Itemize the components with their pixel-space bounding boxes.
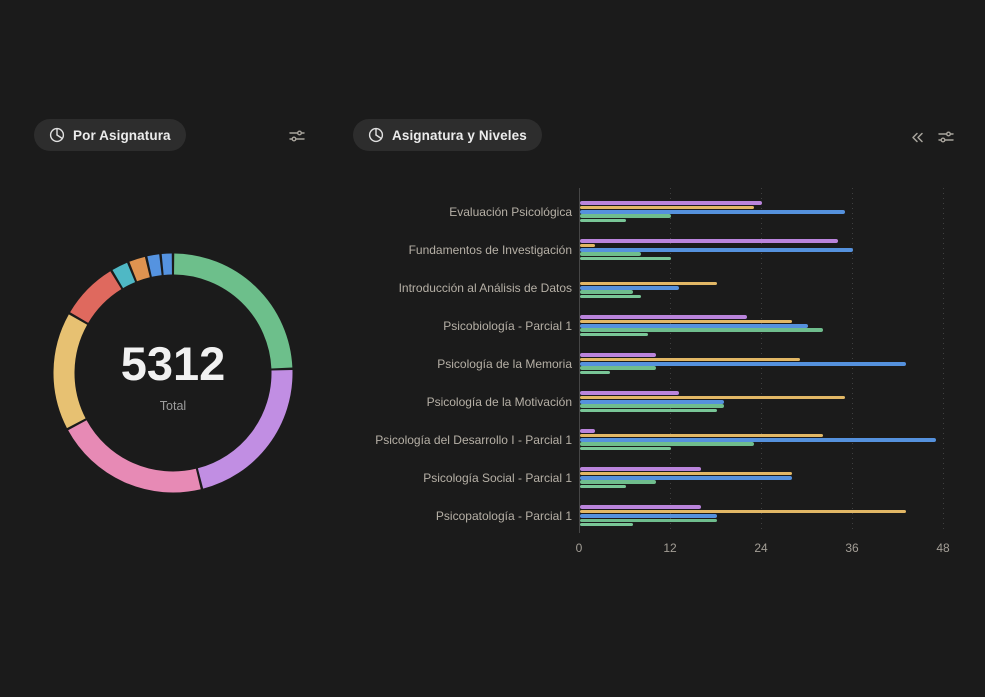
bar-series-blue[interactable] (580, 438, 937, 442)
bar-series-green[interactable] (580, 404, 725, 408)
donut-segment-pink[interactable] (68, 420, 201, 493)
bar-series-blue[interactable] (580, 286, 679, 290)
bar-series-yellow[interactable] (580, 395, 846, 400)
bar-series-blue[interactable] (580, 324, 808, 328)
donut-total-value: 5312 (120, 337, 226, 390)
category-label: Psicología de la Memoria (437, 356, 572, 371)
donut-total-label: Total (159, 399, 187, 413)
bar-series-green[interactable] (580, 252, 641, 256)
bar-series-yellow[interactable] (580, 471, 793, 476)
donut-segment-green[interactable] (173, 253, 293, 369)
category-label: Introducción al Análisis de Datos (398, 280, 572, 295)
bar-series-green-light[interactable] (580, 294, 641, 299)
bar-series-green-light[interactable] (580, 484, 626, 489)
right-chart-title: Asignatura y Niveles (392, 127, 527, 143)
bar-series-purple[interactable] (580, 505, 702, 509)
donut-segment-yellow[interactable] (53, 314, 88, 429)
bar-series-green[interactable] (580, 214, 671, 218)
bar-series-yellow[interactable] (580, 357, 800, 362)
category-label: Psicología Social - Parcial 1 (423, 470, 572, 485)
bar-series-blue[interactable] (580, 514, 717, 518)
bar-series-purple[interactable] (580, 467, 702, 471)
x-tick-label: 0 (575, 541, 583, 555)
right-sliders-icon[interactable] (937, 128, 955, 146)
bar-series-purple[interactable] (580, 429, 596, 433)
category-label: Fundamentos de Investigación (408, 242, 572, 257)
bar-series-purple[interactable] (580, 353, 656, 357)
gridline (852, 188, 853, 533)
right-chart-title-button[interactable]: Asignatura y Niveles (353, 119, 542, 151)
pie-chart-icon (49, 127, 65, 143)
bar-series-green[interactable] (580, 480, 656, 484)
bar-series-green[interactable] (580, 290, 634, 294)
category-label: Psicología de la Motivación (426, 394, 572, 409)
bar-series-yellow[interactable] (580, 509, 907, 514)
donut-segment-orange[interactable] (129, 256, 150, 282)
gridline (943, 188, 944, 533)
bar-series-green-light[interactable] (580, 446, 671, 451)
category-label: Psicobiología - Parcial 1 (443, 318, 572, 333)
donut-segment-red[interactable] (70, 271, 122, 324)
bar-series-green[interactable] (580, 518, 717, 522)
left-sliders-icon[interactable] (288, 127, 306, 145)
left-chart-title-button[interactable]: Por Asignatura (34, 119, 186, 151)
left-chart-title: Por Asignatura (73, 127, 171, 143)
donut-segment-blue-1[interactable] (147, 254, 162, 277)
bar-series-yellow[interactable] (580, 205, 755, 210)
x-tick-label: 12 (663, 541, 677, 555)
bar-series-green[interactable] (580, 442, 755, 446)
x-tick-label: 48 (936, 541, 950, 555)
bar-series-yellow[interactable] (580, 243, 596, 248)
bar-series-yellow[interactable] (580, 281, 717, 286)
bar-series-purple[interactable] (580, 391, 679, 395)
bar-series-blue[interactable] (580, 248, 853, 252)
bar-series-green-light[interactable] (580, 332, 649, 337)
donut-segment-purple[interactable] (197, 370, 293, 489)
bar-series-green-light[interactable] (580, 370, 611, 375)
bar-series-yellow[interactable] (580, 433, 823, 438)
pie-chart-icon (368, 127, 384, 143)
bar-series-blue[interactable] (580, 362, 907, 366)
y-axis-line (579, 188, 580, 533)
bar-series-blue[interactable] (580, 210, 846, 214)
bar-series-blue[interactable] (580, 476, 793, 480)
bar-series-purple[interactable] (580, 315, 747, 319)
bar-series-green[interactable] (580, 366, 656, 370)
bar-series-blue[interactable] (580, 400, 725, 404)
bar-series-green-light[interactable] (580, 218, 626, 223)
x-tick-label: 24 (754, 541, 768, 555)
bar-series-green[interactable] (580, 328, 823, 332)
bar-series-yellow[interactable] (580, 319, 793, 324)
bar-series-green-light[interactable] (580, 408, 717, 413)
x-tick-label: 36 (845, 541, 859, 555)
chevrons-left-icon[interactable] (908, 128, 926, 146)
bar-series-purple[interactable] (580, 239, 838, 243)
donut-chart (53, 253, 293, 493)
category-label: Psicopatología - Parcial 1 (435, 508, 572, 523)
category-label: Evaluación Psicológica (449, 204, 572, 219)
bar-series-purple[interactable] (580, 201, 762, 205)
bar-series-green-light[interactable] (580, 522, 634, 527)
category-label: Psicología del Desarrollo I - Parcial 1 (375, 432, 572, 447)
donut-segment-teal[interactable] (112, 262, 136, 289)
bar-series-green-light[interactable] (580, 256, 671, 261)
